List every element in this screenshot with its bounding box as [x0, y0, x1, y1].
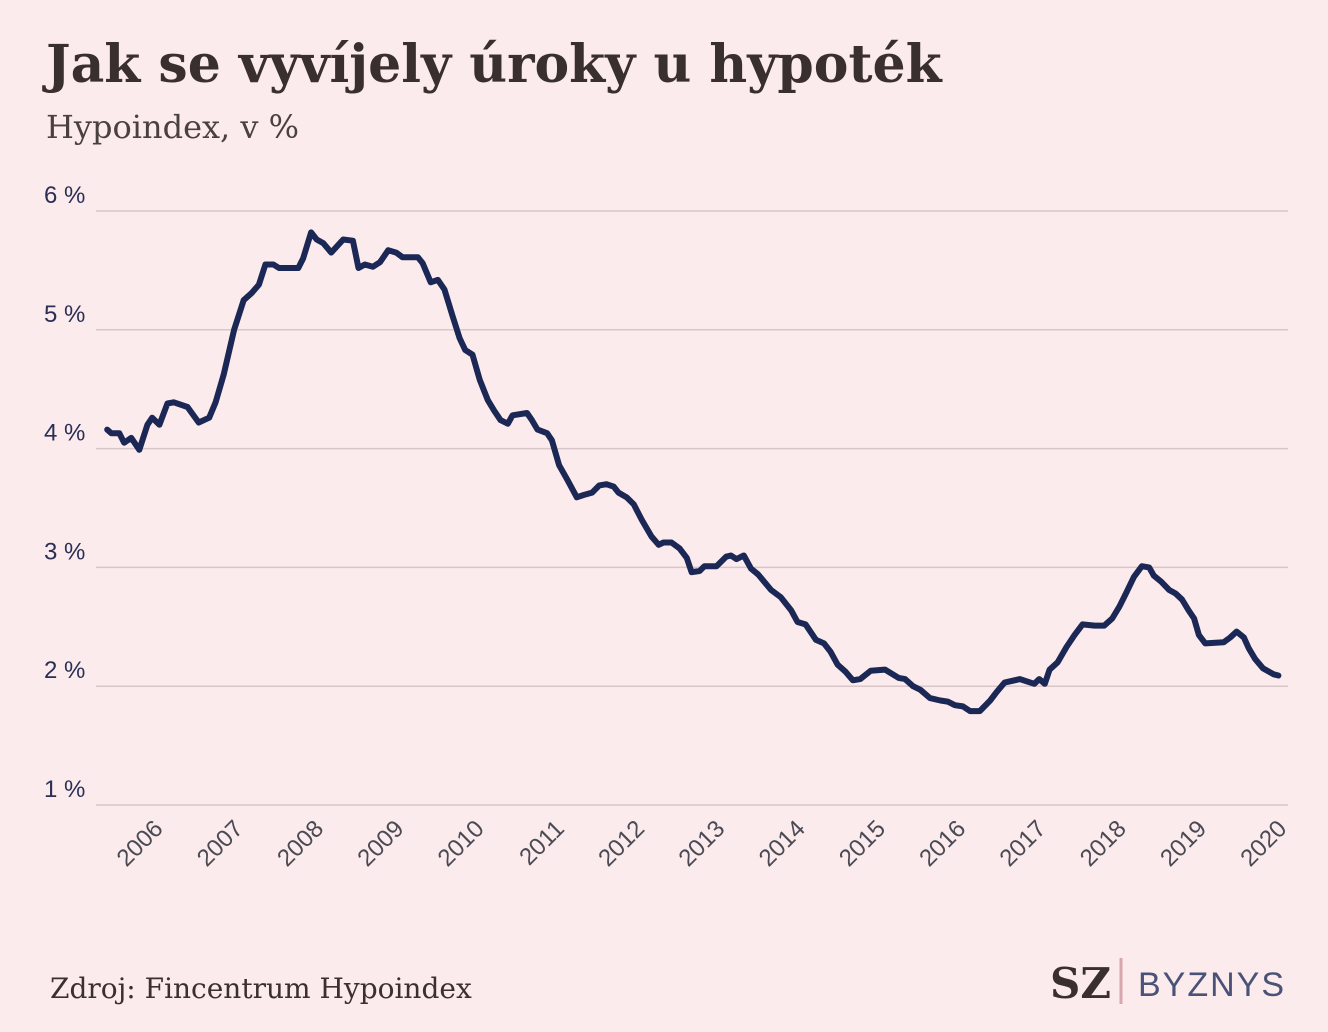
line [104, 229, 1282, 715]
y-tick-label: 5 % [44, 301, 85, 328]
chart-title: Jak se vyvíjely úroky u hypoték [42, 34, 943, 95]
logo-section: BYZNYS [1138, 966, 1286, 1004]
logo-mark: SZ [1050, 959, 1111, 1008]
y-tick-label: 6 % [44, 182, 85, 209]
y-tick-label: 1 % [44, 776, 85, 803]
chart-subtitle: Hypoindex, v % [46, 108, 299, 146]
y-tick-label: 4 % [44, 420, 85, 447]
y-tick-label: 3 % [44, 538, 85, 565]
source: Zdroj: Fincentrum Hypoindex [50, 972, 472, 1005]
y-tick-label: 2 % [44, 657, 85, 684]
